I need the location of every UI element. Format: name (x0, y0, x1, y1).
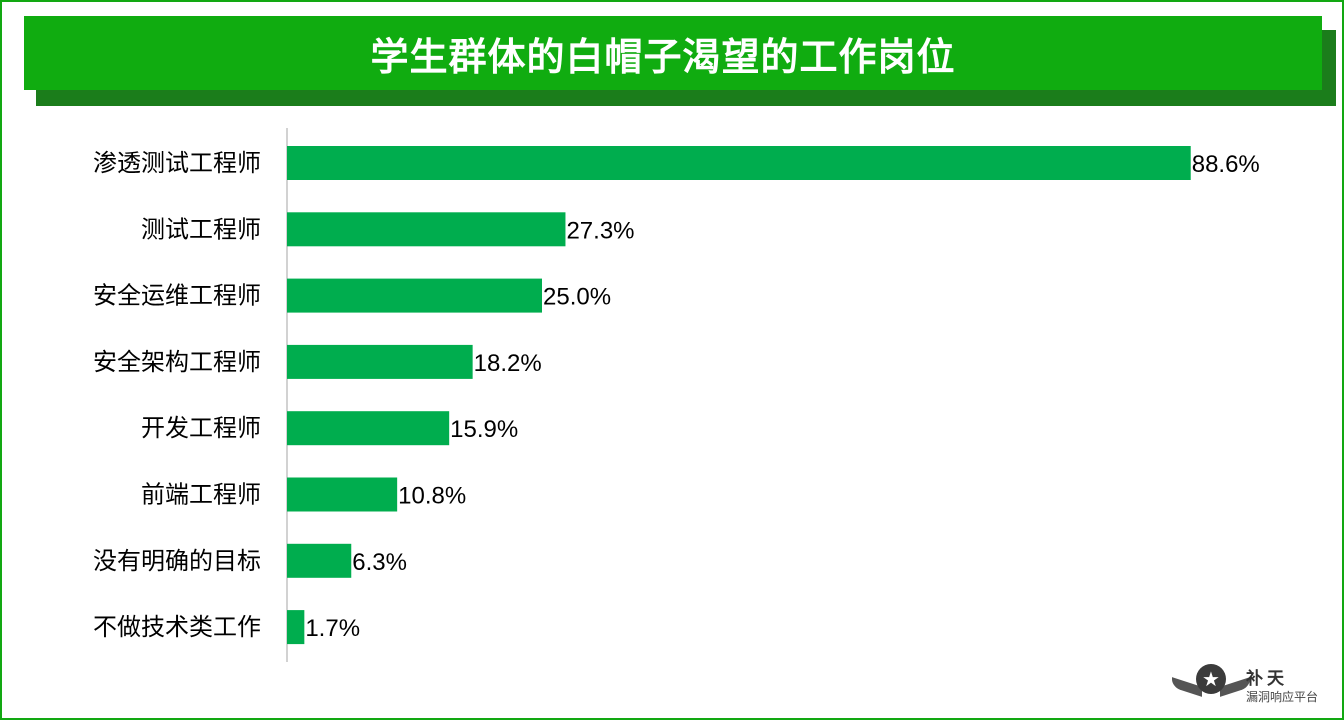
category-label: 测试工程师 (141, 215, 261, 243)
bar (287, 344, 473, 379)
logo: ★ 补天 漏洞响应平台 (1170, 664, 1330, 716)
data-label: 6.3% (352, 549, 407, 576)
chart-title: 学生群体的白帽子渴望的工作岗位 (370, 34, 956, 79)
category-label: 开发工程师 (141, 414, 261, 442)
category-label: 没有明确的目标 (93, 547, 261, 575)
data-label: 25.0% (543, 284, 611, 311)
bar (287, 212, 566, 247)
category-label: 不做技术类工作 (93, 613, 261, 641)
category-label: 安全运维工程师 (93, 282, 261, 310)
category-label: 安全架构工程师 (93, 348, 261, 376)
bar (287, 146, 1191, 180)
logo-name: 补天 (1246, 669, 1288, 689)
category-label: 渗透测试工程师 (93, 149, 261, 177)
data-label: 18.2% (474, 350, 542, 377)
data-label: 10.8% (398, 483, 466, 510)
logo-subtitle: 漏洞响应平台 (1246, 690, 1319, 704)
data-label: 15.9% (450, 416, 518, 443)
bar (287, 543, 352, 578)
data-label: 88.6% (1192, 151, 1260, 178)
data-label: 27.3% (566, 217, 634, 244)
bar (287, 278, 542, 313)
data-label: 1.7% (305, 615, 360, 642)
bar (287, 477, 398, 512)
star-icon: ★ (1196, 664, 1226, 694)
title-banner: 学生群体的白帽子渴望的工作岗位 (24, 16, 1322, 90)
category-label: 前端工程师 (141, 481, 261, 509)
bar (287, 411, 450, 446)
bar (287, 610, 305, 645)
